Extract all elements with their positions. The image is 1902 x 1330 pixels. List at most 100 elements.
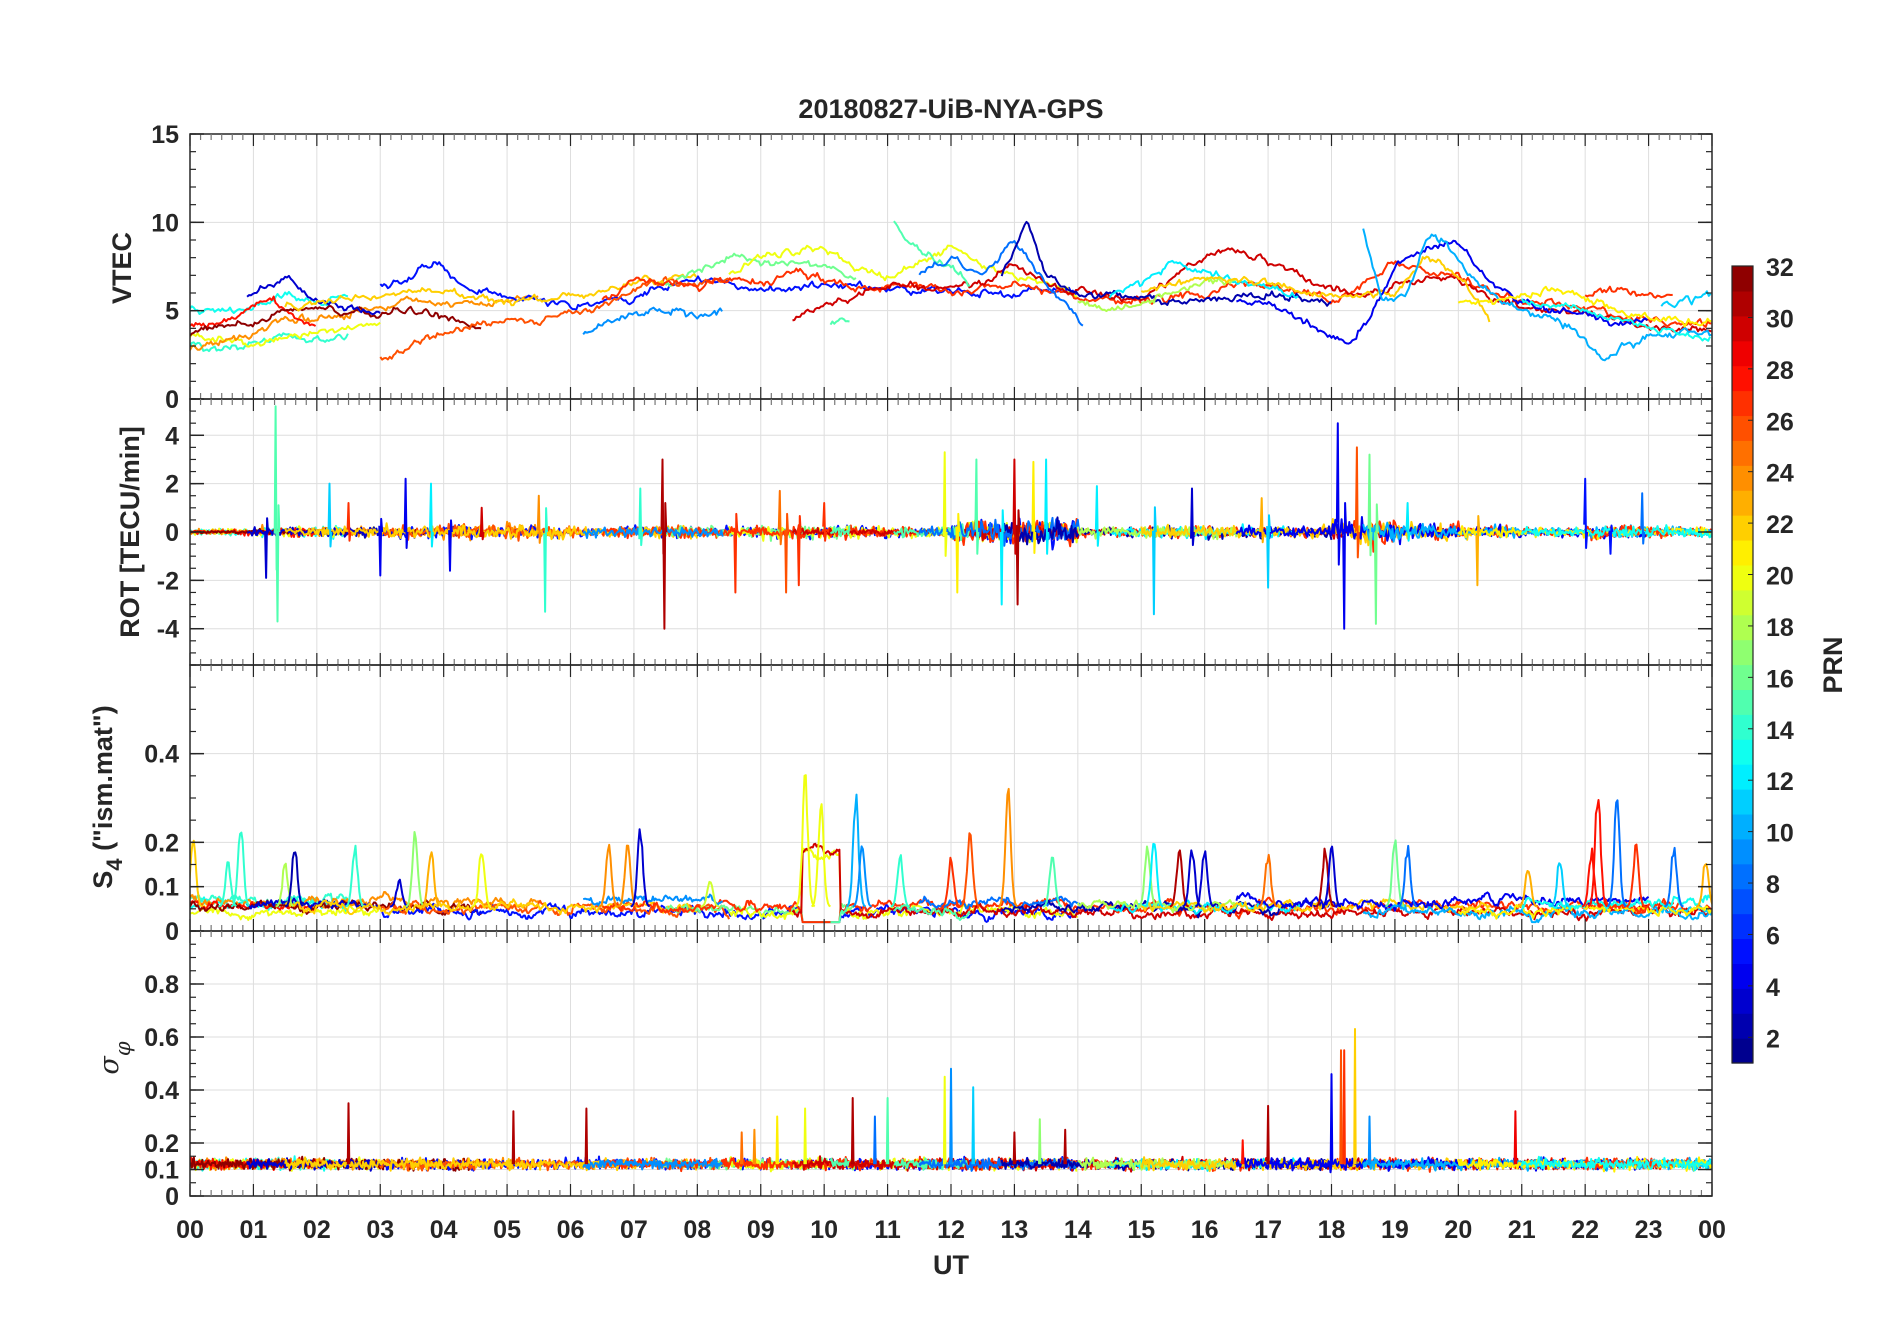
vtec-line-prn-18	[1077, 276, 1237, 313]
vtec-line-prn-9	[582, 306, 723, 336]
rot-spike-prn-5	[1608, 524, 1614, 555]
vtec-line-prn-4	[1236, 239, 1649, 345]
sigma-line-prn-15	[829, 1157, 850, 1167]
sigma-line-prn-13	[1520, 1155, 1712, 1172]
s4-bump-prn-3	[630, 828, 651, 908]
colorbar-tick-label: 26	[1766, 408, 1794, 436]
colorbar-tick-label: 10	[1766, 820, 1794, 848]
s4-bump-prn-14	[218, 861, 237, 908]
sigma-spike-prn-31	[1063, 1128, 1067, 1165]
sigma-phi-y-label: σφ	[94, 1041, 135, 1074]
vtec-line-prn-21	[1457, 285, 1712, 328]
colorbar-tick-label: 8	[1766, 871, 1780, 899]
series-group	[190, 405, 1712, 630]
colorbar-swatch	[1732, 888, 1753, 915]
s4-bump-prn-9	[852, 845, 873, 908]
s4-bump-prn-20	[795, 774, 816, 908]
x-tick-label: 15	[1127, 1216, 1155, 1244]
s4-bump-prn-8	[1664, 846, 1684, 908]
s4-bump-prn-24	[598, 843, 619, 908]
x-tick-label: 06	[557, 1216, 585, 1244]
rot-y-tick-label: 4	[165, 422, 179, 450]
vtec-y-tick-label: 0	[165, 386, 179, 414]
colorbar-label: PRN	[1818, 636, 1848, 693]
vtec-line-prn-14	[190, 332, 349, 353]
rot-spike-prn-11	[1152, 506, 1157, 616]
chart-title: 20180827-UiB-NYA-GPS	[798, 94, 1103, 124]
colorbar-tick-label: 16	[1766, 665, 1794, 693]
s4-bump-prn-24	[998, 787, 1019, 908]
sigma-spike-prn-9	[949, 1067, 953, 1165]
x-tick-label: 23	[1635, 1216, 1663, 1244]
vtec-y-tick-label: 10	[151, 209, 179, 237]
sigma-spike-prn-20	[803, 1107, 807, 1165]
s4-bump-prn-23	[1695, 863, 1712, 908]
rot-spike-prn-27	[822, 502, 828, 542]
colorbar-tick-label: 14	[1766, 717, 1794, 745]
colorbar-tick-label: 30	[1766, 305, 1794, 333]
s4-y-label-main: S	[88, 871, 118, 889]
s4-bump-prn-3	[1194, 850, 1215, 908]
sigma-spike-prn-22	[1353, 1028, 1357, 1165]
rot-spike-prn-21	[1031, 460, 1037, 554]
colorbar-swatch	[1732, 315, 1753, 342]
rot-spike-prn-23	[1259, 497, 1265, 544]
x-tick-label: 00	[1698, 1216, 1726, 1244]
s4-bump-prn-3	[1321, 845, 1342, 908]
sigma-spike-prn-27	[1342, 1049, 1346, 1165]
colorbar-swatch	[1732, 913, 1753, 940]
sigma-spike-prn-26	[1339, 1049, 1343, 1165]
rot-spike-prn-4	[378, 517, 384, 577]
x-tick-label: 08	[683, 1216, 711, 1244]
rot-y-label: ROT [TECU/min]	[115, 426, 145, 637]
s4-bump-prn-28	[1587, 799, 1608, 908]
vtec-line-prn-27	[1584, 285, 1673, 299]
rot-spike-prn-5	[1583, 477, 1589, 549]
rot-spike-prn-15	[275, 504, 281, 623]
vtec-line-prn-3	[246, 274, 381, 316]
rot-y-tick-label: 0	[165, 519, 179, 547]
vtec-line-prn-15	[893, 220, 971, 287]
x-tick-label: 10	[810, 1216, 838, 1244]
s4-bump-prn-17	[1137, 845, 1158, 908]
rot-spike-prn-12	[429, 482, 434, 548]
sigma-y-tick-label: 0	[165, 1183, 179, 1211]
vtec-line-prn-20	[728, 244, 1078, 298]
rot-line-prn-22	[284, 522, 699, 541]
sigma-spike-prn-31	[584, 1107, 589, 1165]
vtec-y-label: VTEC	[107, 232, 137, 304]
s4-y-label: S4 ("ism.mat")	[88, 705, 127, 888]
sigma-spike-prn-24	[752, 1128, 757, 1165]
sigma-y-tick-label: 0.4	[144, 1077, 179, 1105]
sigma-spike-prn-20	[942, 1075, 947, 1165]
s4-line-prn-22	[285, 898, 698, 916]
vtec-line-prn-22	[1140, 255, 1491, 323]
s4-bump-prn-25	[1258, 853, 1278, 908]
x-tick-label: 01	[240, 1216, 268, 1244]
rot-spike-prn-16	[1367, 453, 1373, 557]
x-tick-label: 12	[937, 1216, 965, 1244]
sigma-y-label-main: σ	[94, 1055, 125, 1075]
s4-bump-prn-2	[284, 851, 304, 908]
panel-sigma: 00.10.2 0.4 0.6 0.8	[144, 930, 1713, 1211]
rot-spike-prn-31	[1015, 509, 1021, 606]
s4-bump-prn-8	[1606, 799, 1627, 908]
colorbar-tick-label: 20	[1766, 563, 1794, 591]
rot-spike-prn-20	[942, 451, 948, 557]
sigma-y-tick-label: 0.8	[144, 971, 179, 999]
sigma-spike-prn-31	[1266, 1104, 1270, 1165]
rot-line-prn-9	[582, 526, 724, 539]
rot-spike-prn-16	[1373, 503, 1379, 625]
s4-y-label-suffix: ("ism.mat")	[88, 705, 118, 858]
rot-line-prn-13	[1520, 524, 1712, 539]
sigma-spike-prn-11	[971, 1086, 975, 1165]
rot-spike-prn-4	[403, 477, 409, 549]
vtec-line-prn-28	[190, 295, 317, 329]
s4-bump-prn-31	[1315, 847, 1335, 908]
rot-spike-prn-21	[955, 512, 961, 594]
s4-line-prn-10	[1362, 904, 1712, 924]
sigma-y-tick-label: 0.6	[144, 1024, 179, 1052]
vtec-line-prn-15	[829, 317, 850, 326]
rot-spike-prn-8	[1640, 492, 1646, 545]
sigma-spike-prn-31	[1012, 1131, 1017, 1165]
